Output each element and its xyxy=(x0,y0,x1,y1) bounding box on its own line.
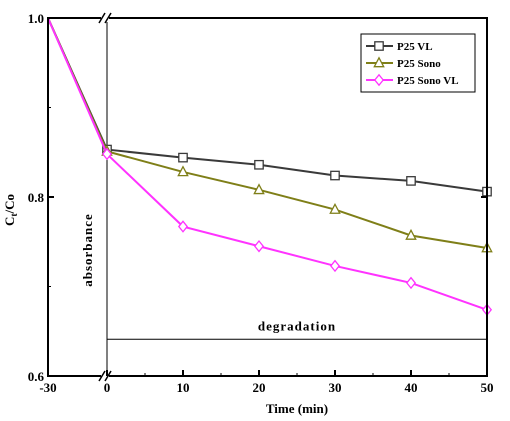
data-point xyxy=(329,259,341,273)
y-tick-label: 1.0 xyxy=(28,11,44,26)
data-point xyxy=(406,176,416,186)
x-tick-label: 50 xyxy=(481,380,494,395)
data-point xyxy=(405,276,417,290)
legend-marker xyxy=(373,73,385,87)
data-point xyxy=(254,159,264,170)
x-axis-title: Time (min) xyxy=(266,401,328,416)
y-tick-label: 0.6 xyxy=(28,369,45,384)
absorbance-annotation: absorbance xyxy=(80,213,95,287)
legend-label: P25 Sono VL xyxy=(397,75,459,87)
data-point xyxy=(101,147,113,161)
legend-label: P25 VL xyxy=(397,41,433,53)
y-axis-title-tail: /Co xyxy=(2,194,17,215)
y-axis-title-subscript: t xyxy=(9,214,19,217)
data-point xyxy=(253,239,265,253)
data-point xyxy=(178,152,188,163)
x-tick-label: -30 xyxy=(39,380,56,395)
break-slash xyxy=(98,12,106,24)
break-mask-bottom xyxy=(101,372,109,380)
data-point xyxy=(330,170,340,181)
series-line xyxy=(106,153,488,311)
break-slash xyxy=(104,12,112,24)
series-p25-sono-vl xyxy=(47,17,493,317)
break-mask-top xyxy=(101,14,109,22)
series-line xyxy=(106,150,488,250)
axis-break xyxy=(98,12,112,382)
legend-label: P25 Sono xyxy=(397,58,441,70)
data-point xyxy=(177,165,189,177)
tick-layer: 0.6 0.8 1.0 -30 0 10 20 30 40 50 xyxy=(28,11,494,395)
series-pre-break-line xyxy=(47,17,108,155)
degradation-annotation: degradation xyxy=(258,318,336,333)
x-tick-label: 0 xyxy=(104,380,111,395)
x-tick-label: 10 xyxy=(177,380,190,395)
legend: P25 VL P25 Sono P25 Sono VL xyxy=(360,33,476,93)
x-tick-label: 20 xyxy=(253,380,266,395)
data-point xyxy=(177,220,189,233)
data-point xyxy=(405,228,417,240)
series-line xyxy=(106,148,488,193)
y-tick-label: 0.8 xyxy=(28,190,45,205)
legend-marker xyxy=(373,56,385,68)
break-slash xyxy=(98,370,106,382)
data-point xyxy=(253,183,265,195)
y-axis-title-main: C xyxy=(2,217,17,226)
data-point xyxy=(329,202,341,214)
legend-marker xyxy=(374,41,384,51)
x-tick-label: 30 xyxy=(329,380,342,395)
y-axis-title: Ct/Co xyxy=(2,194,19,226)
x-tick-label: 40 xyxy=(405,380,418,395)
